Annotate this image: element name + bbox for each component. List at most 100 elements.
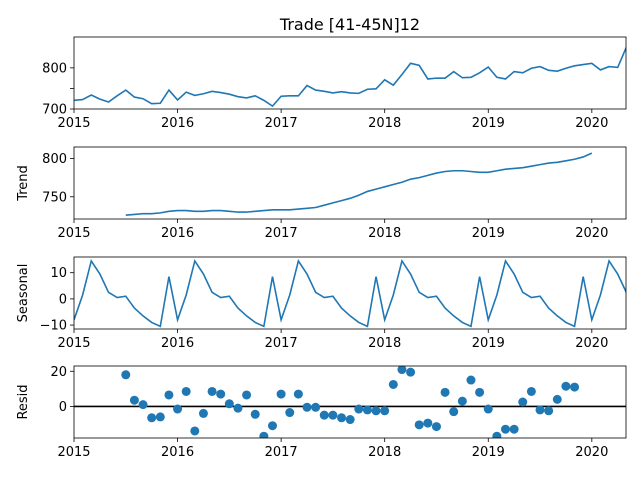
y-tick-label: 10 [50, 266, 67, 281]
x-tick-label: 2018 [368, 445, 401, 460]
resid-point [492, 431, 502, 438]
resid-point [302, 402, 312, 412]
resid-point [406, 367, 416, 377]
resid-point [328, 410, 338, 420]
y-tick-label: 0 [59, 400, 67, 415]
resid-point [173, 404, 183, 414]
resid-point [440, 387, 450, 397]
resid-point [121, 370, 131, 380]
x-tick-label: 2020 [575, 445, 608, 460]
resid-point [362, 405, 372, 415]
panel-frame [73, 256, 627, 330]
panel-frame [73, 365, 627, 439]
x-tick-label: 2015 [57, 336, 90, 351]
seasonal-series-line [74, 258, 626, 328]
resid-point [431, 422, 441, 432]
x-tick-label: 2019 [472, 226, 505, 241]
x-tick-label: 2018 [368, 336, 401, 351]
x-tick-label: 2020 [575, 226, 608, 241]
resid-point [250, 409, 260, 419]
resid-point [457, 396, 467, 406]
resid-point [475, 387, 485, 397]
resid-point [380, 406, 390, 416]
x-tick-label: 2018 [368, 226, 401, 241]
resid-point [561, 381, 571, 391]
resid-point [552, 394, 562, 404]
resid-point [518, 397, 528, 407]
y-tick-label: 800 [42, 152, 67, 167]
resid-point [371, 406, 381, 416]
resid-point [233, 403, 243, 413]
trend-ylabel: Trend [16, 165, 31, 202]
resid-point [259, 431, 269, 438]
x-tick-label: 2016 [161, 226, 194, 241]
seasonal-ylabel: Seasonal [16, 264, 31, 323]
trend-series-line [125, 152, 593, 216]
resid-point [198, 408, 208, 418]
resid-point [388, 379, 398, 389]
resid-point [544, 406, 554, 416]
x-tick-label: 2020 [575, 336, 608, 351]
resid-point [570, 382, 580, 392]
resid-point [423, 418, 433, 428]
x-tick-label: 2017 [265, 116, 298, 131]
resid-point [190, 426, 200, 436]
resid-point [181, 386, 191, 396]
resid-point [337, 413, 347, 423]
resid-point [449, 407, 459, 417]
x-tick-label: 2016 [161, 116, 194, 131]
x-tick-label: 2020 [575, 116, 608, 131]
resid-point [129, 395, 139, 405]
x-tick-label: 2018 [368, 116, 401, 131]
x-tick-label: 2017 [265, 336, 298, 351]
x-tick-label: 2019 [472, 116, 505, 131]
resid-point [207, 386, 217, 396]
resid-point [414, 420, 424, 430]
resid-ylabel: Resid [16, 384, 31, 419]
y-tick-label: 800 [42, 61, 67, 76]
resid-point [535, 405, 545, 415]
resid-point [483, 404, 493, 414]
resid-point [216, 389, 226, 399]
panel-frame [73, 146, 627, 220]
x-tick-label: 2019 [472, 336, 505, 351]
resid-point [345, 415, 355, 425]
x-tick-label: 2017 [265, 445, 298, 460]
panel-trend: 2015 2016 2017 2018 2019 2020 750 800 Trend [16, 146, 627, 241]
x-tick-label: 2015 [57, 116, 90, 131]
resid-point [147, 413, 157, 423]
x-tick-label: 2017 [265, 226, 298, 241]
resid-point [285, 408, 295, 418]
x-tick-label: 2015 [57, 445, 90, 460]
y-tick-label: −10 [40, 319, 67, 334]
x-tick-label: 2016 [161, 445, 194, 460]
chart-title: Trade [41-45N]12 [279, 15, 420, 34]
resid-point [276, 389, 286, 399]
resid-point [138, 400, 148, 410]
panel-resid: 2015 2016 2017 2018 2019 2020 0 20 Resid [16, 365, 627, 460]
resid-point [242, 390, 252, 400]
x-tick-label: 2019 [472, 445, 505, 460]
resid-point [319, 410, 329, 420]
panel-observed: 2015 2016 2017 2018 2019 2020 700 800 [42, 36, 627, 131]
resid-point [267, 421, 277, 431]
observed-series-line [74, 46, 626, 108]
panel-frame [73, 36, 627, 110]
resid-point [155, 412, 165, 422]
resid-point [311, 402, 321, 412]
y-tick-label: 0 [59, 292, 67, 307]
resid-point [293, 389, 303, 399]
resid-point [466, 375, 476, 385]
resid-point [501, 424, 510, 434]
resid-point [526, 386, 536, 396]
resid-point [224, 399, 234, 409]
resid-point [509, 424, 519, 434]
y-tick-label: 20 [50, 365, 67, 380]
resid-point [354, 404, 364, 414]
resid-point [164, 390, 174, 400]
x-tick-label: 2016 [161, 336, 194, 351]
y-tick-label: 700 [42, 103, 67, 118]
y-tick-label: 750 [42, 190, 67, 205]
x-tick-label: 2015 [57, 226, 90, 241]
